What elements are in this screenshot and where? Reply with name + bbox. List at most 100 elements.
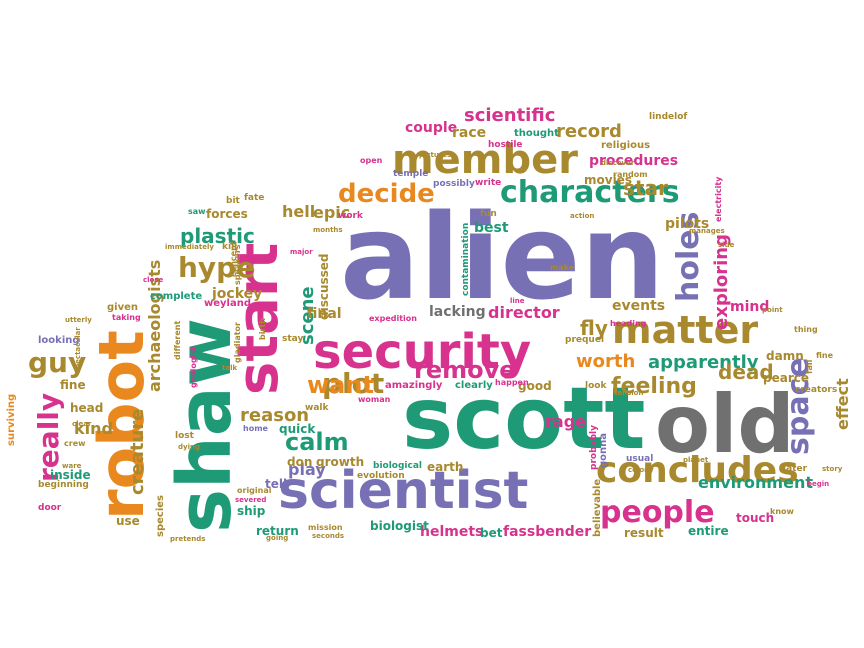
cloud-word: different bbox=[173, 321, 182, 360]
cloud-word: tell bbox=[265, 477, 287, 491]
cloud-word: concept bbox=[229, 241, 238, 277]
cloud-word: events bbox=[612, 298, 665, 314]
cloud-word: plot bbox=[322, 367, 384, 400]
cloud-word: hype bbox=[178, 251, 255, 284]
cloud-word: usual bbox=[626, 454, 653, 464]
cloud-word: point bbox=[762, 306, 783, 314]
cloud-word: creature bbox=[127, 409, 148, 495]
cloud-word: begin bbox=[807, 480, 829, 488]
cloud-word: geologist bbox=[189, 346, 198, 388]
cloud-word: start bbox=[226, 243, 291, 395]
cloud-word: plastic bbox=[180, 224, 255, 248]
cloud-word: damn bbox=[766, 349, 804, 363]
cloud-word: temple bbox=[393, 169, 428, 179]
cloud-word: know bbox=[770, 507, 795, 516]
cloud-word: director bbox=[488, 303, 560, 322]
cloud-word: make bbox=[550, 263, 575, 272]
cloud-word: feeling bbox=[611, 374, 697, 399]
cloud-word: matter bbox=[612, 308, 758, 352]
cloud-word: want bbox=[307, 371, 374, 399]
cloud-word: scientist bbox=[278, 461, 528, 521]
cloud-word: looking bbox=[38, 335, 80, 346]
cloud-word: fine bbox=[816, 351, 834, 360]
cloud-word: space bbox=[781, 357, 816, 455]
cloud-word: clear bbox=[72, 420, 92, 428]
cloud-word: use bbox=[116, 514, 140, 528]
cloud-word: scott bbox=[402, 369, 645, 469]
cloud-word: fate bbox=[244, 193, 264, 203]
cloud-word: worth bbox=[576, 351, 635, 372]
cloud-word: final bbox=[307, 306, 342, 322]
cloud-word: holes bbox=[671, 212, 706, 302]
cloud-word: gladiator bbox=[233, 322, 242, 363]
cloud-word: earth bbox=[427, 460, 463, 474]
cloud-word: forces bbox=[206, 207, 248, 221]
cloud-word: kind bbox=[74, 419, 113, 438]
cloud-word: characters bbox=[500, 175, 680, 210]
cloud-word: couple bbox=[405, 120, 457, 136]
cloud-word: evolution bbox=[357, 471, 405, 481]
cloud-word: major bbox=[290, 248, 313, 256]
cloud-word: creators bbox=[795, 385, 837, 395]
words-layer: alien scott old shaw scientist robot start secu… bbox=[6, 105, 852, 543]
cloud-word: play bbox=[288, 460, 326, 479]
cloud-word: possibly bbox=[433, 179, 475, 189]
cloud-word: work bbox=[338, 211, 364, 221]
cloud-word: home bbox=[243, 424, 269, 433]
cloud-word: prequel bbox=[565, 335, 604, 345]
cloud-word: stay bbox=[282, 334, 303, 344]
cloud-word: race bbox=[452, 125, 486, 141]
cloud-word: fail bbox=[805, 359, 814, 374]
cloud-word: close bbox=[143, 276, 164, 284]
cloud-word: reason bbox=[240, 405, 309, 426]
cloud-word: dead bbox=[718, 360, 774, 384]
cloud-word: crew bbox=[64, 439, 86, 448]
cloud-word: line bbox=[510, 297, 525, 305]
cloud-word: tension bbox=[614, 389, 643, 397]
cloud-word: lacking bbox=[429, 304, 486, 320]
cloud-word: ware bbox=[62, 462, 82, 470]
cloud-word: given bbox=[107, 302, 138, 313]
cloud-word: talk bbox=[222, 364, 237, 372]
cloud-word: contamination bbox=[461, 223, 471, 296]
cloud-word: fine bbox=[60, 378, 86, 392]
cloud-word: star bbox=[623, 176, 668, 200]
cloud-word: bit bbox=[226, 196, 241, 206]
cloud-word: good bbox=[518, 379, 552, 393]
cloud-word: random bbox=[613, 170, 648, 179]
cloud-word: biological bbox=[373, 461, 422, 471]
cloud-word: door bbox=[38, 503, 62, 513]
cloud-word: ship bbox=[237, 504, 266, 518]
cloud-word: hostile bbox=[488, 140, 523, 150]
cloud-word: seconds bbox=[312, 532, 344, 540]
cloud-word: best bbox=[474, 220, 509, 236]
cloud-word: probably bbox=[589, 425, 599, 470]
cloud-word: original bbox=[237, 486, 272, 495]
cloud-word: entire bbox=[688, 524, 729, 538]
cloud-word: manages bbox=[689, 227, 725, 235]
cloud-word: electricity bbox=[714, 176, 723, 222]
cloud-word: colony bbox=[628, 466, 654, 474]
cloud-word: taking bbox=[112, 313, 141, 322]
cloud-word: movies bbox=[584, 173, 632, 187]
cloud-word: beginning bbox=[38, 480, 89, 490]
cloud-word: procedures bbox=[589, 153, 678, 169]
cloud-word: quick bbox=[279, 422, 316, 436]
cloud-word: thought bbox=[514, 128, 559, 139]
cloud-word: discover bbox=[601, 159, 635, 167]
cloud-word: religious bbox=[601, 140, 650, 151]
cloud-word: thing bbox=[794, 325, 818, 334]
cloud-word: member bbox=[392, 137, 578, 183]
cloud-word: jockey bbox=[211, 286, 262, 302]
cloud-word: woman bbox=[358, 395, 391, 404]
cloud-word: utterly bbox=[65, 316, 92, 324]
cloud-word: gonna bbox=[598, 433, 609, 468]
cloud-word: remove bbox=[414, 356, 516, 384]
cloud-word: mission bbox=[308, 523, 343, 532]
cloud-word: walk bbox=[305, 403, 329, 413]
cloud-word: touch bbox=[736, 511, 774, 525]
cloud-word: expedition bbox=[369, 314, 417, 323]
cloud-word: growth bbox=[316, 455, 364, 469]
cloud-word: guy bbox=[28, 346, 86, 379]
cloud-word: pearce bbox=[763, 371, 809, 385]
